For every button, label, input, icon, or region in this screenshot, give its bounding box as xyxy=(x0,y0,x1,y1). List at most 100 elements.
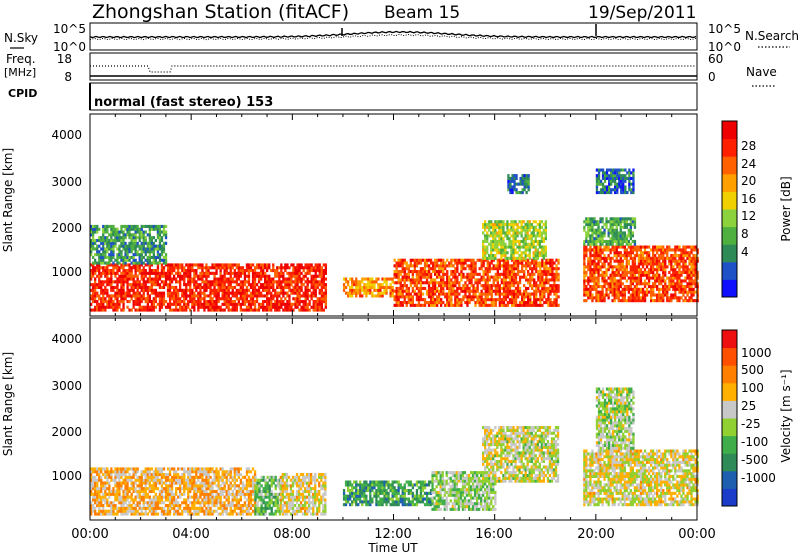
power-cell xyxy=(583,270,586,274)
power-cell xyxy=(154,277,157,281)
power-cell xyxy=(223,302,226,306)
power-cell xyxy=(525,267,528,271)
power-cell xyxy=(144,230,147,234)
power-cell xyxy=(126,271,129,275)
power-cell xyxy=(292,308,295,312)
power-cell xyxy=(652,276,655,280)
power-cell xyxy=(409,295,412,299)
power-cell xyxy=(436,289,439,293)
power-cell xyxy=(225,266,228,270)
power-cell xyxy=(690,248,693,252)
power-cell xyxy=(268,288,271,292)
power-cell xyxy=(251,302,255,306)
power-cell xyxy=(257,271,261,275)
power-cell xyxy=(490,289,493,293)
power-cell xyxy=(409,264,412,268)
power-cell xyxy=(621,293,624,297)
power-cell xyxy=(142,291,145,295)
power-cell xyxy=(595,290,598,294)
power-cell xyxy=(427,270,431,274)
power-cell xyxy=(98,258,101,262)
power-cell xyxy=(488,254,491,258)
power-cell xyxy=(543,301,546,305)
power-cell xyxy=(617,217,620,221)
power-cell xyxy=(436,301,439,305)
power-cell xyxy=(217,266,220,270)
power-cell xyxy=(510,284,514,288)
power-cell xyxy=(140,277,143,281)
power-cell xyxy=(168,277,172,281)
power-cell xyxy=(686,285,689,289)
power-cell xyxy=(534,245,537,249)
power-cell xyxy=(500,278,503,282)
power-cell xyxy=(518,275,522,279)
power-cell xyxy=(488,264,491,268)
power-cell xyxy=(401,267,404,271)
power-cell xyxy=(211,302,214,306)
power-cell xyxy=(650,259,653,263)
power-cell xyxy=(96,285,99,289)
power-cell xyxy=(607,254,610,258)
power-cell xyxy=(541,298,544,302)
power-cell xyxy=(528,251,531,255)
power-cell xyxy=(431,295,435,299)
power-cell xyxy=(627,290,630,294)
power-cell xyxy=(607,282,610,286)
velocity-cell xyxy=(108,475,111,479)
velocity-cell xyxy=(114,498,117,502)
power-cell xyxy=(322,271,325,275)
power-cell xyxy=(411,298,414,302)
power-cell xyxy=(239,297,242,301)
power-cell xyxy=(532,234,535,238)
power-cell xyxy=(650,268,653,272)
power-cell xyxy=(595,293,598,297)
power-cell xyxy=(112,271,115,275)
power-cell xyxy=(595,185,599,189)
power-cell xyxy=(251,285,255,289)
power-cell xyxy=(187,294,190,298)
power-cell xyxy=(527,258,530,262)
power-cell xyxy=(536,223,539,227)
power-cell xyxy=(678,256,681,260)
power-cell xyxy=(399,264,402,268)
power-cell xyxy=(221,280,224,284)
power-cell xyxy=(381,291,384,295)
power-cell xyxy=(478,301,481,305)
power-cell xyxy=(496,270,499,274)
power-cell xyxy=(641,262,645,266)
power-cell xyxy=(253,308,257,312)
velocity-cell xyxy=(108,504,111,508)
power-cell xyxy=(108,271,111,275)
power-cell xyxy=(664,268,667,272)
power-cell xyxy=(595,256,598,260)
power-cell xyxy=(543,267,546,271)
power-cell xyxy=(417,275,421,279)
power-cell xyxy=(199,266,202,270)
power-cell xyxy=(124,247,127,251)
power-cell xyxy=(524,231,527,235)
power-cell xyxy=(407,270,410,274)
power-cell xyxy=(660,256,663,260)
power-cell xyxy=(152,224,155,228)
power-cell xyxy=(621,239,624,243)
velocity-cell xyxy=(106,475,109,479)
power-cell xyxy=(654,268,657,272)
power-cell xyxy=(393,295,396,299)
velocity-cell xyxy=(96,484,99,488)
power-cell xyxy=(625,273,628,277)
power-cell xyxy=(626,191,629,195)
power-cell xyxy=(645,251,649,255)
power-cell xyxy=(138,285,141,289)
power-cell xyxy=(278,277,281,281)
power-cell xyxy=(144,247,147,251)
power-cell xyxy=(302,302,305,306)
power-cell xyxy=(555,289,558,293)
power-cell xyxy=(102,239,105,243)
power-cell xyxy=(492,267,495,271)
power-cell xyxy=(132,280,135,284)
power-cell xyxy=(130,285,133,289)
power-cell xyxy=(557,303,560,307)
power-cell xyxy=(516,225,519,229)
power-cell xyxy=(134,253,137,257)
power-cell xyxy=(585,265,588,269)
